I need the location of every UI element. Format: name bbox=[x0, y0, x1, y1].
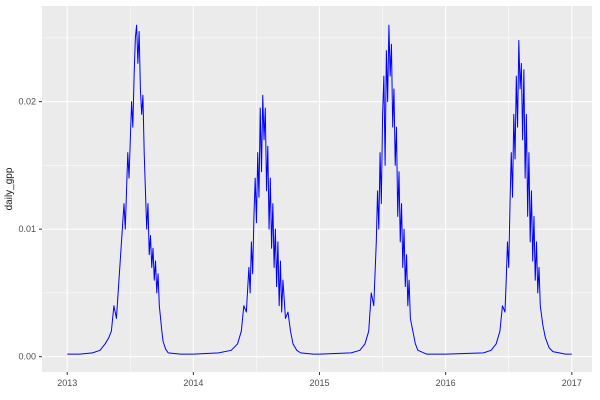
y-tick-label: 0.00 bbox=[18, 352, 36, 362]
y-tick-label: 0.01 bbox=[18, 224, 36, 234]
x-tick-label: 2015 bbox=[310, 378, 330, 388]
x-tick-label: 2013 bbox=[57, 378, 77, 388]
x-tick-label: 2017 bbox=[562, 378, 582, 388]
y-tick-label: 0.02 bbox=[18, 97, 36, 107]
x-tick-label: 2014 bbox=[183, 378, 203, 388]
y-axis-title: daily_gpp bbox=[4, 167, 15, 211]
data-line-daily_gpp bbox=[67, 24, 572, 355]
x-tick-label: 2016 bbox=[436, 378, 456, 388]
chart-panel bbox=[42, 6, 592, 372]
